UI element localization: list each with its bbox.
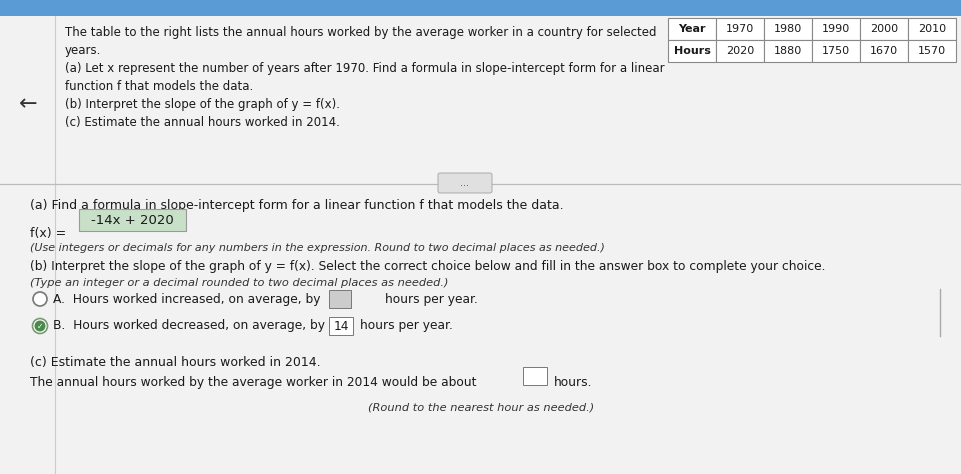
Text: hours per year.: hours per year.	[384, 292, 478, 306]
Text: The annual hours worked by the average worker in 2014 would be about: The annual hours worked by the average w…	[30, 376, 476, 389]
Text: hours per year.: hours per year.	[359, 319, 453, 332]
Circle shape	[33, 292, 47, 306]
FancyBboxPatch shape	[811, 18, 859, 40]
Text: The table to the right lists the annual hours worked by the average worker in a : The table to the right lists the annual …	[65, 26, 655, 39]
Text: 1670: 1670	[869, 46, 898, 56]
Text: 1570: 1570	[917, 46, 945, 56]
FancyBboxPatch shape	[523, 367, 547, 385]
Text: 1750: 1750	[821, 46, 850, 56]
Text: hours.: hours.	[554, 376, 592, 389]
FancyBboxPatch shape	[0, 0, 961, 16]
Text: 1990: 1990	[821, 24, 850, 34]
FancyBboxPatch shape	[715, 18, 763, 40]
FancyBboxPatch shape	[437, 173, 491, 193]
Circle shape	[33, 319, 47, 334]
Text: years.: years.	[65, 44, 101, 57]
Text: 14: 14	[333, 319, 349, 332]
FancyBboxPatch shape	[811, 40, 859, 62]
Text: Hours: Hours	[673, 46, 710, 56]
Text: 2010: 2010	[917, 24, 945, 34]
Text: 2020: 2020	[726, 46, 753, 56]
Text: A.  Hours worked increased, on average, by: A. Hours worked increased, on average, b…	[53, 292, 320, 306]
Text: (b) Interpret the slope of the graph of y = f(x).: (b) Interpret the slope of the graph of …	[65, 98, 339, 111]
FancyBboxPatch shape	[715, 40, 763, 62]
Text: Year: Year	[678, 24, 705, 34]
Text: (a) Find a formula in slope-intercept form for a linear function f that models t: (a) Find a formula in slope-intercept fo…	[30, 199, 563, 212]
Text: (b) Interpret the slope of the graph of y = f(x). Select the correct choice belo: (b) Interpret the slope of the graph of …	[30, 260, 825, 273]
Text: (Round to the nearest hour as needed.): (Round to the nearest hour as needed.)	[367, 402, 594, 412]
FancyBboxPatch shape	[79, 209, 185, 231]
Text: 1880: 1880	[773, 46, 801, 56]
Text: ✓: ✓	[37, 321, 43, 330]
Text: f(x) =: f(x) =	[30, 227, 66, 240]
Text: B.  Hours worked decreased, on average, by: B. Hours worked decreased, on average, b…	[53, 319, 325, 332]
Text: (a) Let x represent the number of years after 1970. Find a formula in slope-inte: (a) Let x represent the number of years …	[65, 62, 664, 75]
Text: function f that models the data.: function f that models the data.	[65, 80, 253, 93]
FancyBboxPatch shape	[329, 290, 351, 308]
Text: ...: ...	[460, 178, 469, 188]
FancyBboxPatch shape	[859, 18, 907, 40]
Text: -14x + 2020: -14x + 2020	[90, 213, 173, 227]
FancyBboxPatch shape	[667, 18, 715, 40]
Text: 1980: 1980	[773, 24, 801, 34]
Text: (Use integers or decimals for any numbers in the expression. Round to two decima: (Use integers or decimals for any number…	[30, 243, 604, 253]
Text: (c) Estimate the annual hours worked in 2014.: (c) Estimate the annual hours worked in …	[30, 356, 320, 369]
FancyBboxPatch shape	[329, 317, 353, 335]
FancyBboxPatch shape	[763, 18, 811, 40]
FancyBboxPatch shape	[907, 18, 955, 40]
Text: (Type an integer or a decimal rounded to two decimal places as needed.): (Type an integer or a decimal rounded to…	[30, 278, 448, 288]
FancyBboxPatch shape	[907, 40, 955, 62]
Text: 2000: 2000	[869, 24, 898, 34]
Text: ←: ←	[18, 94, 37, 114]
Text: (c) Estimate the annual hours worked in 2014.: (c) Estimate the annual hours worked in …	[65, 116, 339, 129]
FancyBboxPatch shape	[859, 40, 907, 62]
Circle shape	[35, 320, 45, 331]
FancyBboxPatch shape	[667, 40, 715, 62]
FancyBboxPatch shape	[763, 40, 811, 62]
Text: 1970: 1970	[726, 24, 753, 34]
